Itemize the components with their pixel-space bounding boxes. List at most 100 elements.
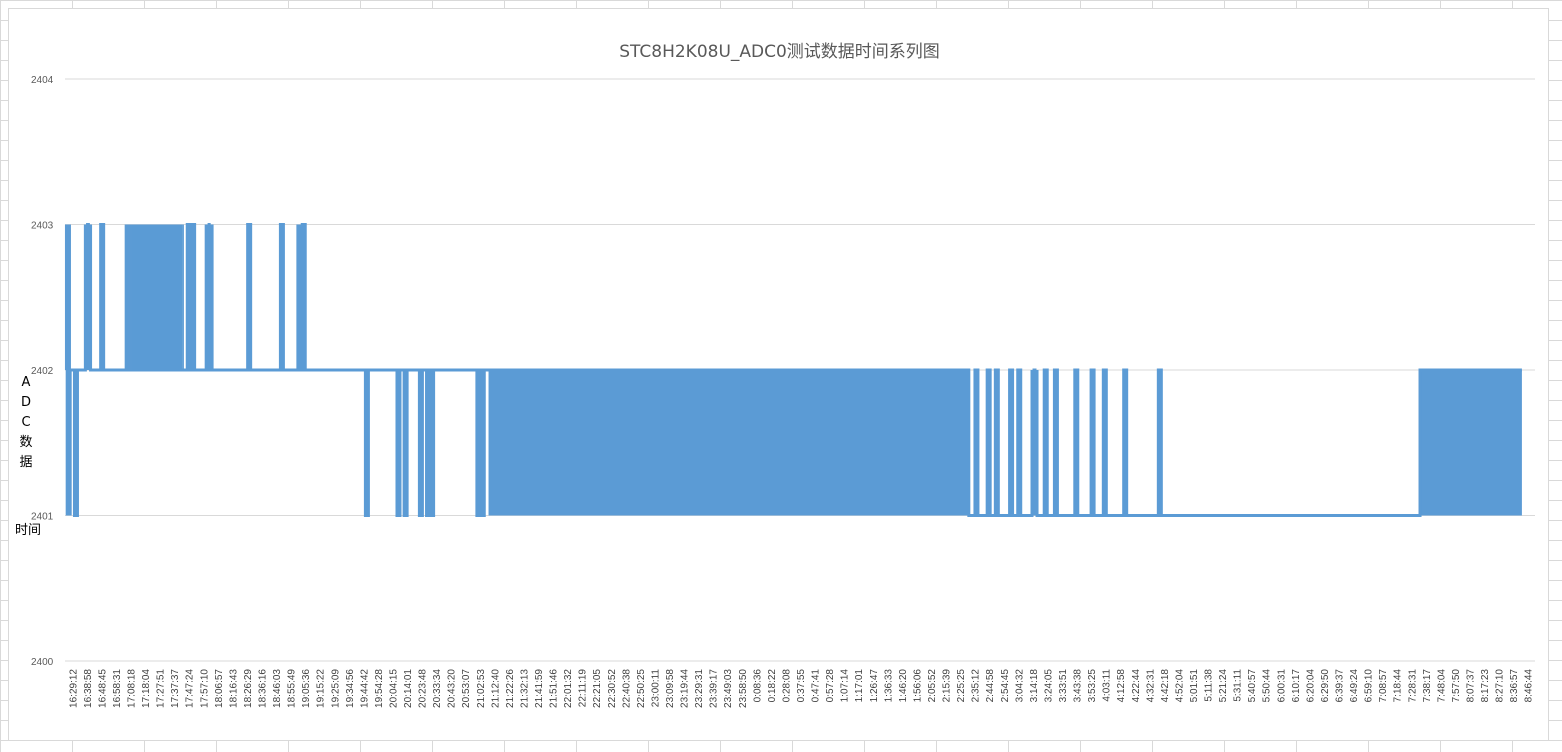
- x-tick-label: 0:08:36: [752, 669, 763, 703]
- x-tick-label: 18:55:49: [287, 669, 298, 708]
- x-tick-label: 21:12:40: [490, 669, 501, 708]
- x-tick-label: 2:35:12: [971, 669, 982, 703]
- x-tick-label: 22:11:19: [578, 669, 589, 708]
- y-axis-label-char: 据: [19, 455, 33, 470]
- x-tick-label: 4:03:11: [1102, 669, 1113, 702]
- x-tick-label: 1:46:20: [898, 669, 909, 703]
- x-tick-label: 3:24:05: [1043, 669, 1054, 703]
- x-tick-label: 6:29:50: [1320, 669, 1331, 703]
- x-tick-label: 17:27:51: [156, 669, 167, 708]
- x-tick-label: 2:15:39: [942, 669, 953, 703]
- x-tick-label: 1:26:47: [869, 669, 880, 703]
- y-axis-label-char: A: [21, 375, 31, 390]
- x-axis-label: 时间: [15, 523, 42, 538]
- x-tick-label: 4:22:44: [1131, 669, 1142, 703]
- x-tick-label: 23:58:50: [738, 669, 749, 708]
- y-tick-label: 2400: [31, 657, 54, 668]
- x-tick-label: 8:27:10: [1495, 669, 1506, 703]
- x-tick-label: 19:44:42: [359, 669, 370, 708]
- x-tick-label: 19:25:09: [330, 669, 341, 708]
- y-axis-label-char: C: [21, 415, 31, 430]
- y-axis-label: A D C 数 据: [11, 373, 41, 473]
- x-tick-label: 3:43:38: [1073, 669, 1084, 703]
- x-tick-label: 3:04:32: [1014, 669, 1025, 703]
- x-tick-label: 23:19:44: [680, 669, 691, 708]
- x-tick-label: 7:08:57: [1378, 669, 1389, 703]
- x-tick-label: 23:29:31: [694, 669, 705, 708]
- x-tick-label: 8:36:57: [1509, 669, 1520, 703]
- series-dense-band: [488, 370, 969, 516]
- x-tick-label: 6:59:10: [1364, 669, 1375, 703]
- x-tick-label: 18:16:43: [228, 669, 239, 708]
- x-tick-label: 6:00:31: [1276, 669, 1287, 703]
- x-tick-label: 23:09:58: [665, 669, 676, 708]
- x-tick-label: 20:23:48: [418, 669, 429, 708]
- y-axis-label-char: 数: [19, 435, 33, 450]
- x-tick-label: 2:05:52: [927, 669, 938, 703]
- x-tick-label: 0:37:55: [796, 669, 807, 703]
- x-tick-label: 1:17:01: [854, 669, 865, 703]
- x-tick-label: 23:39:17: [709, 669, 720, 708]
- y-tick-label: 2401: [31, 512, 54, 523]
- x-tick-label: 18:36:16: [257, 669, 268, 708]
- series-dense-band: [1420, 370, 1522, 516]
- y-axis-label-char: D: [20, 395, 31, 410]
- x-tick-label: 4:12:58: [1116, 669, 1127, 703]
- x-tick-label: 0:47:41: [811, 669, 822, 703]
- y-tick-label: 2404: [31, 75, 54, 86]
- x-tick-label: 18:06:57: [214, 669, 225, 708]
- chart-svg: 2400 2401 2402 2403 2404 16:29:12 16:38:58 16:4…: [31, 75, 1535, 708]
- x-tick-label: 19:34:56: [345, 669, 356, 708]
- x-tick-label: 0:57:28: [825, 669, 836, 703]
- x-tick-label: 17:18:04: [141, 669, 152, 708]
- x-tick-label: 3:53:25: [1087, 669, 1098, 703]
- x-tick-label: 21:41:59: [534, 669, 545, 708]
- x-tick-label: 19:54:28: [374, 669, 385, 708]
- x-tick-label: 5:01:51: [1189, 669, 1200, 703]
- series-line: [64, 223, 1522, 517]
- y-tick-label: 2403: [31, 221, 54, 232]
- x-tick-label: 3:33:51: [1058, 669, 1069, 703]
- x-tick-label: 1:56:06: [912, 669, 923, 703]
- x-tick-label: 21:02:53: [476, 669, 487, 708]
- x-tick-label: 8:07:37: [1466, 669, 1477, 703]
- x-tick-label: 17:47:24: [185, 669, 196, 708]
- x-tick-label: 18:46:03: [272, 669, 283, 708]
- x-tick-label: 2:25:25: [956, 669, 967, 703]
- x-tick-label: 18:26:29: [243, 669, 254, 708]
- x-tick-label: 4:52:04: [1174, 669, 1185, 703]
- x-tick-label: 20:04:15: [388, 669, 399, 708]
- x-tick-label: 22:01:32: [563, 669, 574, 708]
- x-tick-label: 4:32:31: [1145, 669, 1156, 703]
- x-tick-label: 22:50:25: [636, 669, 647, 708]
- x-tick-label: 0:18:22: [767, 669, 778, 703]
- x-tick-label: 21:51:46: [549, 669, 560, 708]
- x-tick-label: 3:14:18: [1029, 669, 1040, 703]
- x-tick-label: 2:44:58: [985, 669, 996, 703]
- x-tick-label: 20:33:34: [432, 669, 443, 708]
- x-tick-label: 23:00:11: [650, 669, 661, 708]
- x-tick-label: 16:48:45: [97, 669, 108, 708]
- x-tick-label: 5:50:44: [1262, 669, 1273, 703]
- x-tick-label: 16:58:31: [112, 669, 123, 708]
- x-tick-label: 2:54:45: [1000, 669, 1011, 703]
- x-tick-label: 7:48:04: [1436, 669, 1447, 703]
- x-tick-label: 22:30:52: [607, 669, 618, 708]
- x-tick-label: 5:21:24: [1218, 669, 1229, 703]
- x-tick-label: 5:40:57: [1247, 669, 1258, 703]
- x-tick-label: 21:32:13: [519, 669, 530, 708]
- x-tick-label: 16:38:58: [83, 669, 94, 708]
- x-tick-label: 6:10:17: [1291, 669, 1302, 703]
- x-tick-label: 19:15:22: [316, 669, 327, 708]
- x-tick-label: 7:18:44: [1393, 669, 1404, 703]
- x-tick-label: 1:36:33: [883, 669, 894, 703]
- x-tick-label: 19:05:36: [301, 669, 312, 708]
- x-tick-label: 5:11:38: [1204, 669, 1215, 702]
- y-tick-label: 2402: [31, 366, 54, 377]
- x-tick-label: 8:17:23: [1480, 669, 1491, 703]
- x-tick-label: 16:29:12: [68, 669, 79, 708]
- x-tick-label: 21:22:26: [505, 669, 516, 708]
- x-tick-label: 20:53:07: [461, 669, 472, 708]
- x-tick-label: 17:08:18: [126, 669, 137, 708]
- x-tick-label: 22:21:05: [592, 669, 603, 708]
